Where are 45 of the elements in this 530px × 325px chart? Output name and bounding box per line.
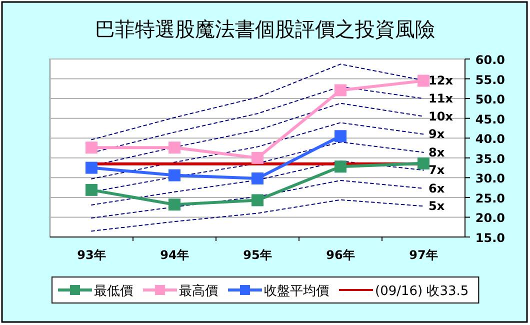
point (168, 169, 180, 182)
line-series (91, 199, 424, 232)
series-label: 6x (428, 181, 445, 196)
x-tick-label: 97年 (409, 248, 438, 262)
chart-title: 巴菲特選股魔法書個股評價之投資風險 (95, 19, 435, 41)
x-tick-label: 93年 (77, 248, 106, 262)
point (418, 157, 430, 170)
point (252, 194, 264, 206)
legend-label: 最低價 (94, 284, 133, 299)
point (252, 152, 264, 164)
series-label: 10x (428, 109, 454, 124)
point (168, 142, 180, 154)
y-tick-label: 60.0 (475, 53, 505, 67)
y-tick-label: 45.0 (475, 112, 505, 126)
point (168, 198, 180, 211)
line-series (91, 180, 424, 219)
legend-label: 收盤平均價 (264, 284, 329, 299)
point (334, 160, 346, 173)
point (252, 172, 264, 184)
y-tick-label: 50.0 (475, 92, 505, 107)
legend-label: 最高價 (179, 283, 218, 299)
series-label: 8x (428, 145, 445, 160)
series-label: 7x (428, 163, 445, 178)
series-label: 12x (428, 73, 454, 88)
y-tick-label: 35.0 (475, 152, 505, 166)
y-tick-label: 15.0 (475, 231, 505, 245)
y-tick-label: 30.0 (475, 172, 505, 186)
point (334, 84, 346, 96)
point (334, 130, 346, 142)
point (86, 162, 98, 174)
y-tick-label: 55.0 (475, 72, 505, 87)
y-tick-label: 40.0 (475, 132, 505, 146)
series-label: 5x (428, 199, 445, 214)
point (86, 184, 98, 196)
legend-label: (09/16) 收33.5 (375, 284, 469, 299)
series-label: 9x (428, 127, 445, 142)
x-tick-label: 94年 (160, 248, 189, 262)
series-label: 11x (428, 92, 454, 106)
point (418, 74, 430, 87)
y-tick-label: 25.0 (475, 191, 505, 206)
x-tick-label: 96年 (326, 248, 355, 262)
point (86, 142, 98, 154)
x-tick-label: 95年 (243, 248, 272, 262)
line-series (91, 122, 424, 180)
y-tick-label: 20.0 (475, 211, 505, 226)
